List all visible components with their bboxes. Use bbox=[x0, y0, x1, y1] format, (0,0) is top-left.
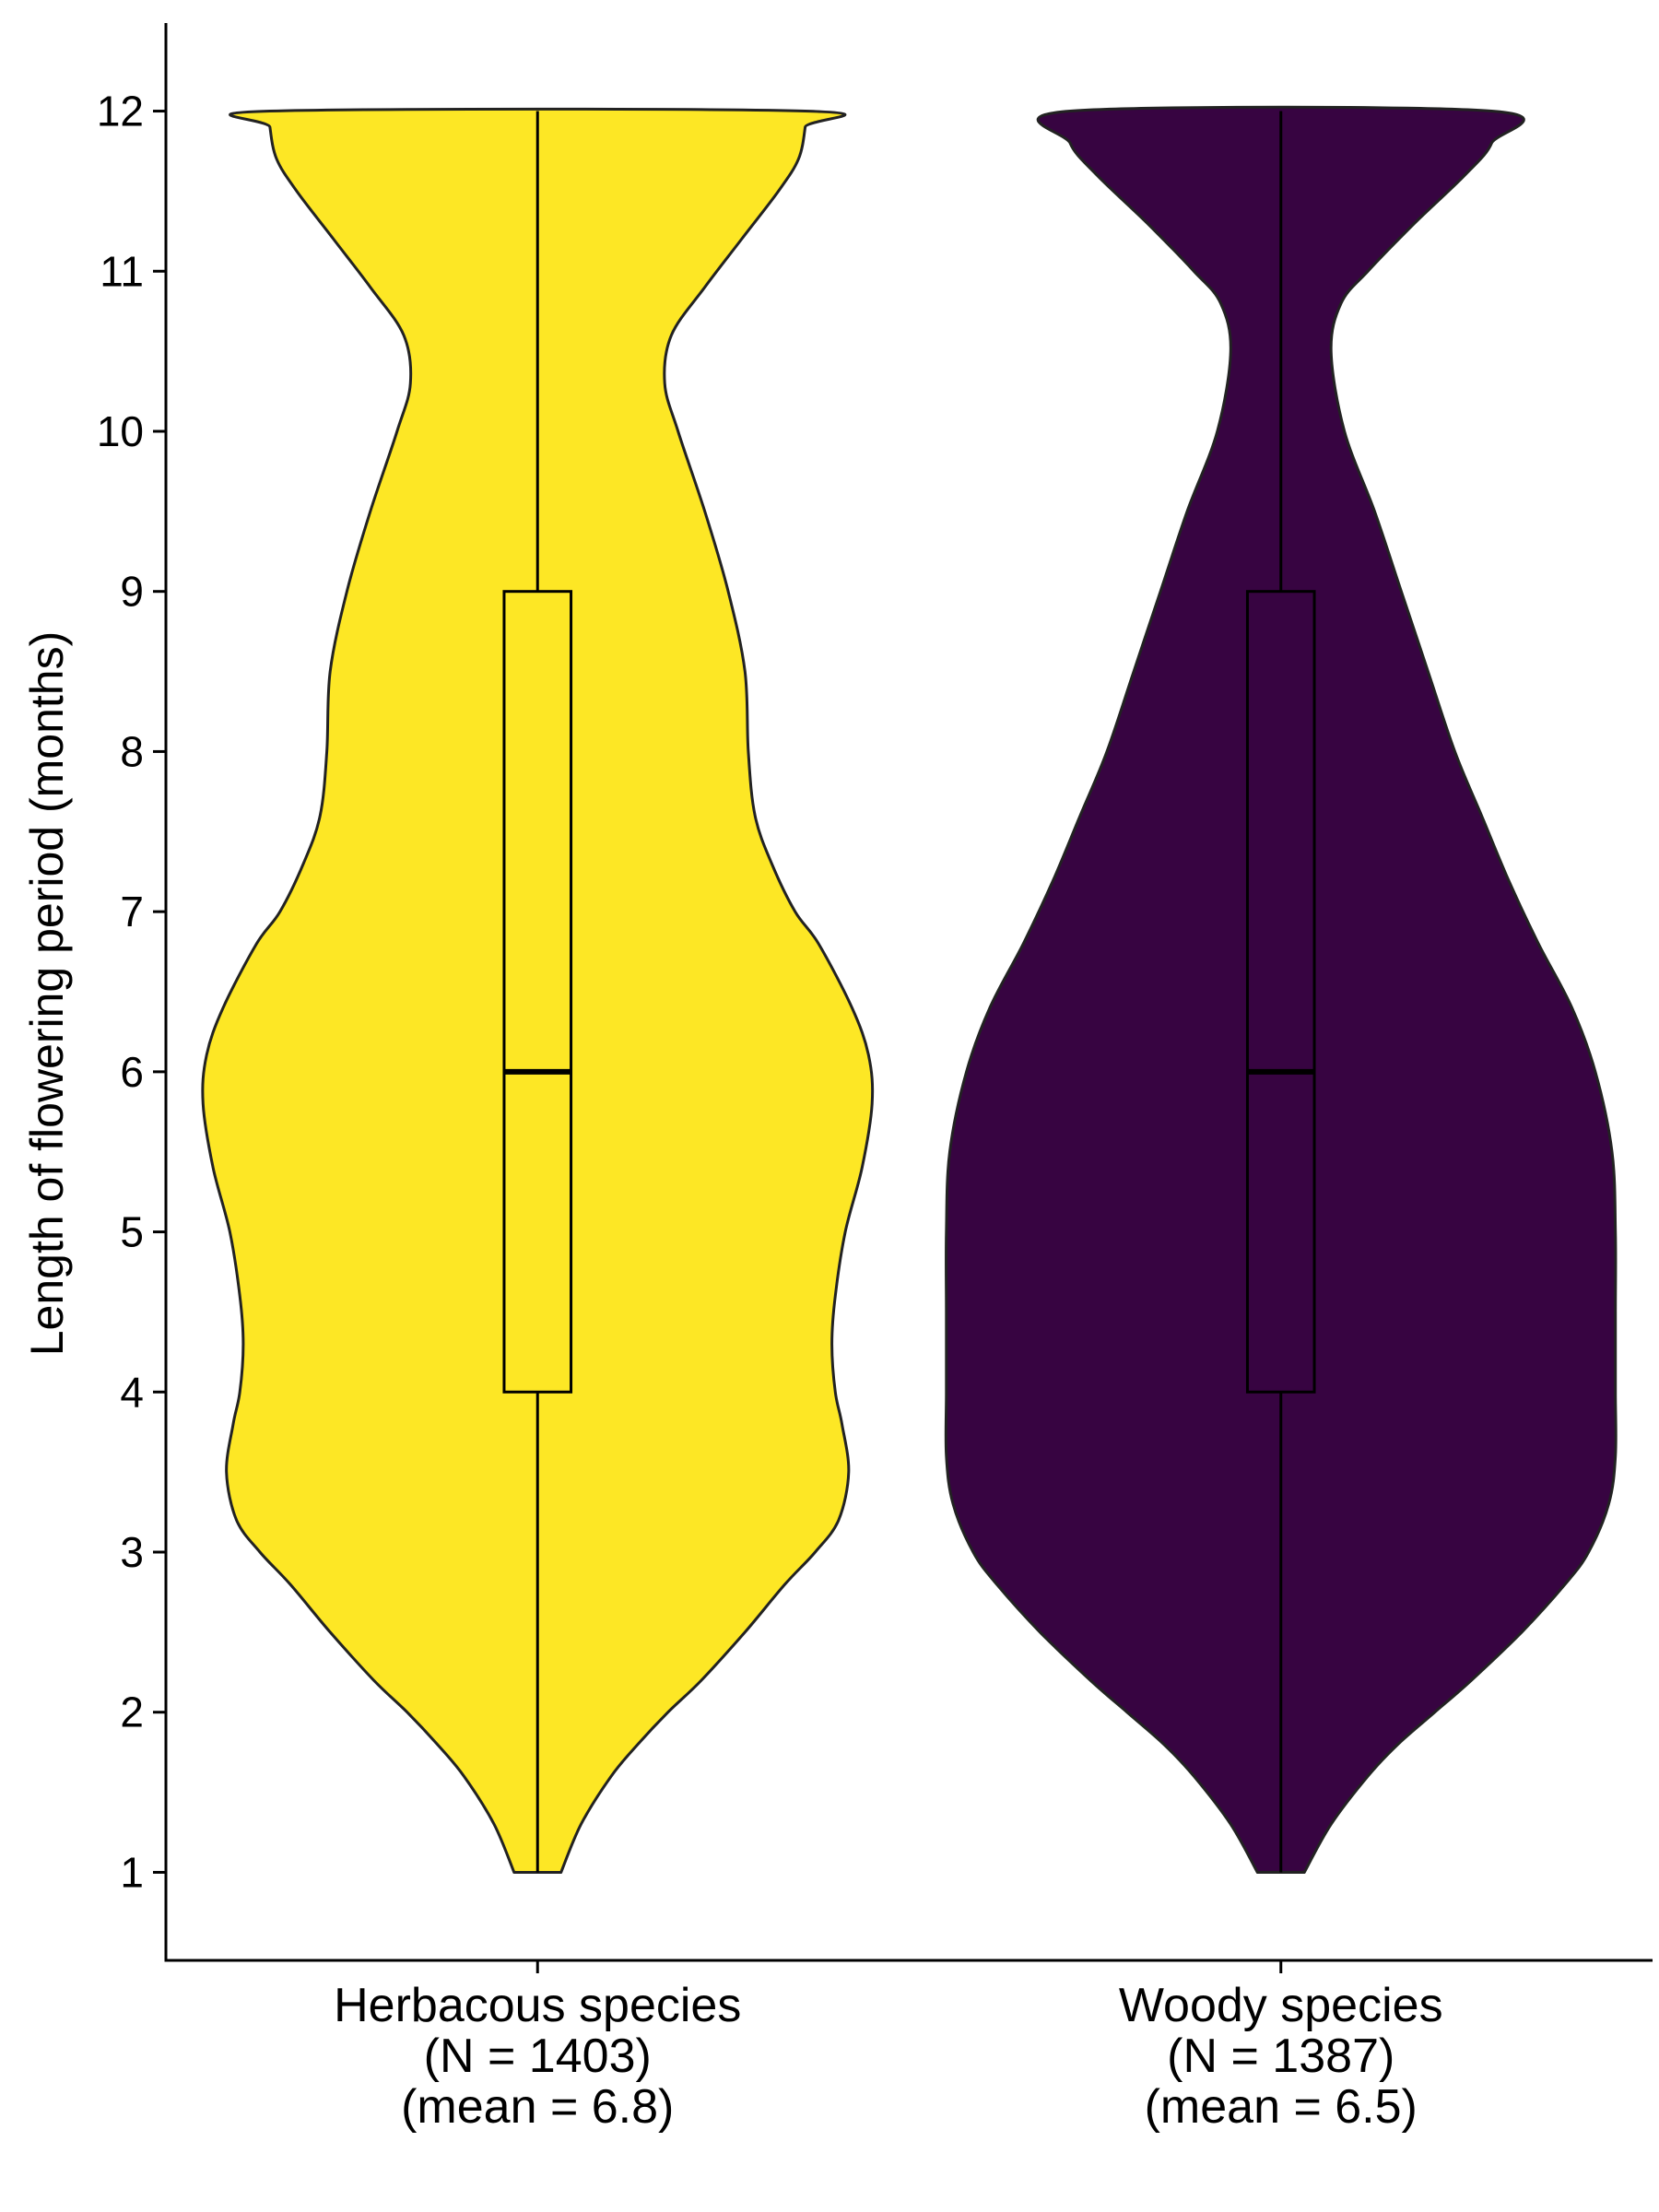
y-tick-label: 8 bbox=[120, 727, 144, 775]
x-label-line: (mean = 6.5) bbox=[1145, 2080, 1418, 2134]
y-tick-label: 7 bbox=[120, 888, 144, 935]
y-tick-label: 6 bbox=[120, 1048, 144, 1096]
violin-layer bbox=[201, 105, 1618, 1874]
x-label-line: Herbacous species bbox=[334, 1979, 741, 2032]
x-label-line: Woody species bbox=[1119, 1979, 1443, 2032]
boxplot-layer bbox=[502, 111, 1316, 1873]
y-tick-label: 10 bbox=[97, 407, 144, 455]
x-label-line: (mean = 6.8) bbox=[401, 2080, 674, 2134]
y-tick-label: 1 bbox=[120, 1848, 144, 1896]
iqr-box-2 bbox=[1245, 590, 1316, 1394]
x-label-line: (N = 1387) bbox=[1167, 2030, 1394, 2083]
y-tick-label: 4 bbox=[120, 1368, 144, 1416]
y-tick-label: 5 bbox=[120, 1208, 144, 1256]
iqr-box-1 bbox=[502, 590, 573, 1394]
y-tick-label: 12 bbox=[97, 88, 144, 135]
y-tick-label: 2 bbox=[120, 1688, 144, 1736]
y-axis-title: Length of flowering period (months) bbox=[21, 631, 73, 1357]
x-category-label-2: Woody species (N = 1387) (mean = 6.5) bbox=[1119, 1979, 1443, 2134]
axes-layer bbox=[164, 23, 1653, 1962]
x-label-line: (N = 1403) bbox=[424, 2030, 652, 2083]
y-tick-label: 9 bbox=[120, 568, 144, 616]
y-tick-label: 11 bbox=[100, 247, 144, 295]
y-tick-label: 3 bbox=[120, 1528, 144, 1576]
x-category-label-1: Herbacous species (N = 1403) (mean = 6.8) bbox=[334, 1979, 741, 2134]
x-category-labels: Herbacous species (N = 1403) (mean = 6.8) W… bbox=[334, 1960, 1443, 2134]
